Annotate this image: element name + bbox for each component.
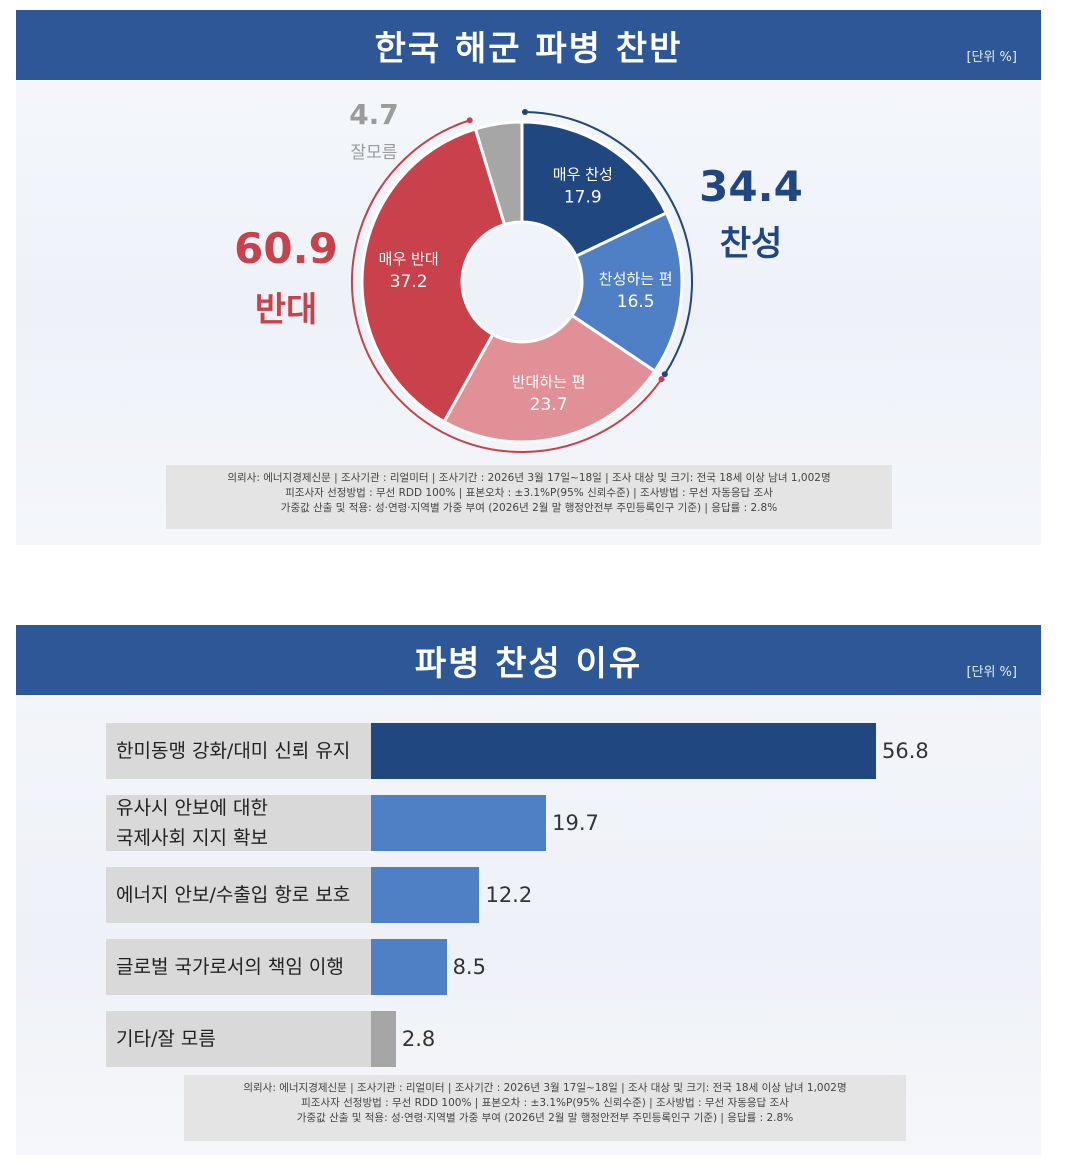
bar-category-label: 에너지 안보/수출입 항로 보호	[106, 867, 371, 923]
bar-category-text: 글로벌 국가로서의 책임 이행	[116, 956, 344, 978]
bar	[371, 867, 480, 923]
slice-label: 반대하는 편	[512, 373, 586, 391]
bar-row: 기타/잘 모름 2.8	[106, 1011, 906, 1067]
footnote-line: 가중값 산출 및 적용: 성·연령·지역별 가중 부여 (2026년 2월 말 …	[280, 502, 778, 514]
bar	[371, 939, 447, 995]
bar-footnote: 의뢰사: 에너지경제신문 | 조사기관 : 리얼미터 | 조사기간 : 2026…	[184, 1075, 906, 1141]
footnote-line: 의뢰사: 에너지경제신문 | 조사기관 : 리얼미터 | 조사기간 : 2026…	[227, 472, 831, 484]
slice-value: 16.5	[617, 292, 655, 312]
bar	[371, 1011, 396, 1067]
slice-label: 찬성하는 편	[599, 270, 673, 288]
bar-value-label: 8.5	[452, 955, 486, 979]
bar-value-label: 12.2	[485, 883, 533, 907]
bar-panel-header: 파병 찬성 이유 [단위 %]	[16, 625, 1041, 695]
favor-group-value: 34.4	[699, 162, 803, 211]
oppose-bracket-arc-end	[466, 117, 473, 124]
bar-value-label: 19.7	[552, 811, 599, 835]
bar-category-label: 기타/잘 모름	[106, 1011, 371, 1067]
bar-category-text: 국제사회 지지 확보	[116, 827, 268, 849]
bar-category-text: 유사시 안보에 대한	[116, 797, 268, 819]
slice-value: 37.2	[390, 272, 428, 292]
pie-panel-header: 한국 해군 파병 찬반 [단위 %]	[16, 10, 1041, 80]
favor-bracket-arc	[524, 111, 693, 375]
bar-value-label: 56.8	[882, 739, 929, 763]
donut-chart: 매우 찬성 17.9 찬성하는 편 16.5 반대하는 편 23.7 매우 반대 37.2	[351, 109, 693, 453]
bar-category-label: 한미동맹 강화/대미 신뢰 유지	[106, 723, 371, 779]
pie-footnote: 의뢰사: 에너지경제신문 | 조사기관 : 리얼미터 | 조사기간 : 2026…	[166, 465, 892, 529]
oppose-bracket-arc-end	[658, 376, 665, 383]
slice-label: 매우 찬성	[553, 166, 613, 184]
bar-row: 글로벌 국가로서의 책임 이행 8.5	[106, 939, 906, 995]
unknown-group-value: 4.7	[349, 98, 399, 131]
bar-panel-title: 파병 찬성 이유	[414, 643, 643, 684]
pie-panel-title: 한국 해군 파병 찬반	[374, 28, 683, 69]
footnote-line: 의뢰사: 에너지경제신문 | 조사기관 : 리얼미터 | 조사기간 : 2026…	[243, 1082, 847, 1094]
footnote-line: 가중값 산출 및 적용: 성·연령·지역별 가중 부여 (2026년 2월 말 …	[296, 1112, 794, 1124]
slice-value: 17.9	[564, 188, 602, 208]
bar-panel-unit: [단위 %]	[966, 665, 1017, 680]
oppose-bracket-arc	[351, 119, 663, 453]
bar-panel: 파병 찬성 이유 [단위 %] 한미동맹 강화/대미 신뢰 유지 56.8 유사시 …	[16, 625, 1041, 1155]
footnote-line: 피조사자 선정방법 : 무선 RDD 100% | 표본오차 : ±3.1%P(…	[301, 1097, 789, 1109]
oppose-group-label: 반대	[254, 290, 318, 330]
donut-slice	[360, 127, 507, 424]
pie-panel-unit: [단위 %]	[966, 50, 1017, 65]
bar-value-label: 2.8	[401, 1027, 436, 1051]
slice-value: 23.7	[530, 395, 568, 415]
favor-bracket-arc-end	[521, 109, 528, 116]
footnote-line: 피조사자 선정방법 : 무선 RDD 100% | 표본오차 : ±3.1%P(…	[285, 487, 773, 499]
unknown-group-label: 잘모름	[350, 143, 398, 163]
bar-category-text: 기타/잘 모름	[116, 1028, 216, 1050]
donut-slice	[569, 210, 684, 374]
donut-slice	[441, 313, 657, 444]
favor-group-label: 찬성	[719, 224, 783, 264]
bar-row: 한미동맹 강화/대미 신뢰 유지 56.8	[106, 723, 929, 779]
slice-label: 매우 반대	[379, 250, 439, 268]
bar	[371, 795, 547, 851]
bar	[371, 723, 876, 779]
bar-row: 에너지 안보/수출입 항로 보호 12.2	[106, 867, 906, 923]
donut-slice	[520, 120, 669, 259]
oppose-group-value: 60.9	[234, 224, 338, 273]
favor-bracket-arc-end	[661, 371, 668, 378]
bar-category-label: 글로벌 국가로서의 책임 이행	[106, 939, 371, 995]
bar-category-text: 한미동맹 강화/대미 신뢰 유지	[116, 740, 351, 762]
donut-slice	[473, 120, 524, 227]
bar-category-text: 에너지 안보/수출입 항로 보호	[116, 884, 351, 906]
pie-panel: 한국 해군 파병 찬반 [단위 %] 매우 찬성 17.9 찬성하는 편 16.5 반대…	[16, 10, 1041, 545]
